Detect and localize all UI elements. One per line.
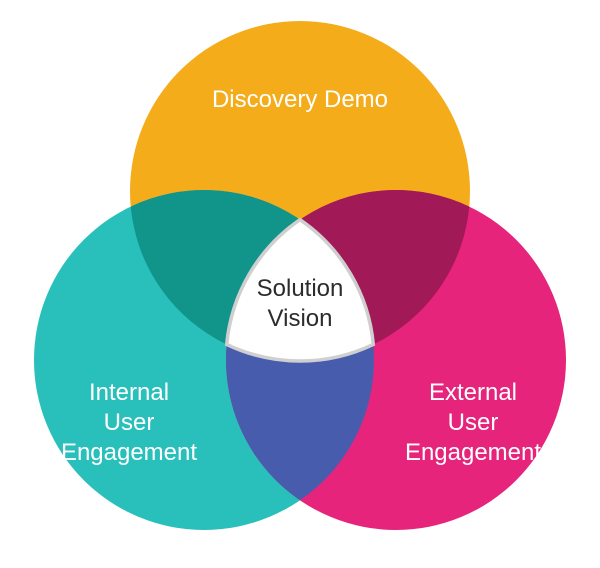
label-top: Discovery Demo — [212, 86, 388, 113]
venn-diagram: Discovery DemoInternalUserEngagementExte… — [0, 0, 600, 568]
